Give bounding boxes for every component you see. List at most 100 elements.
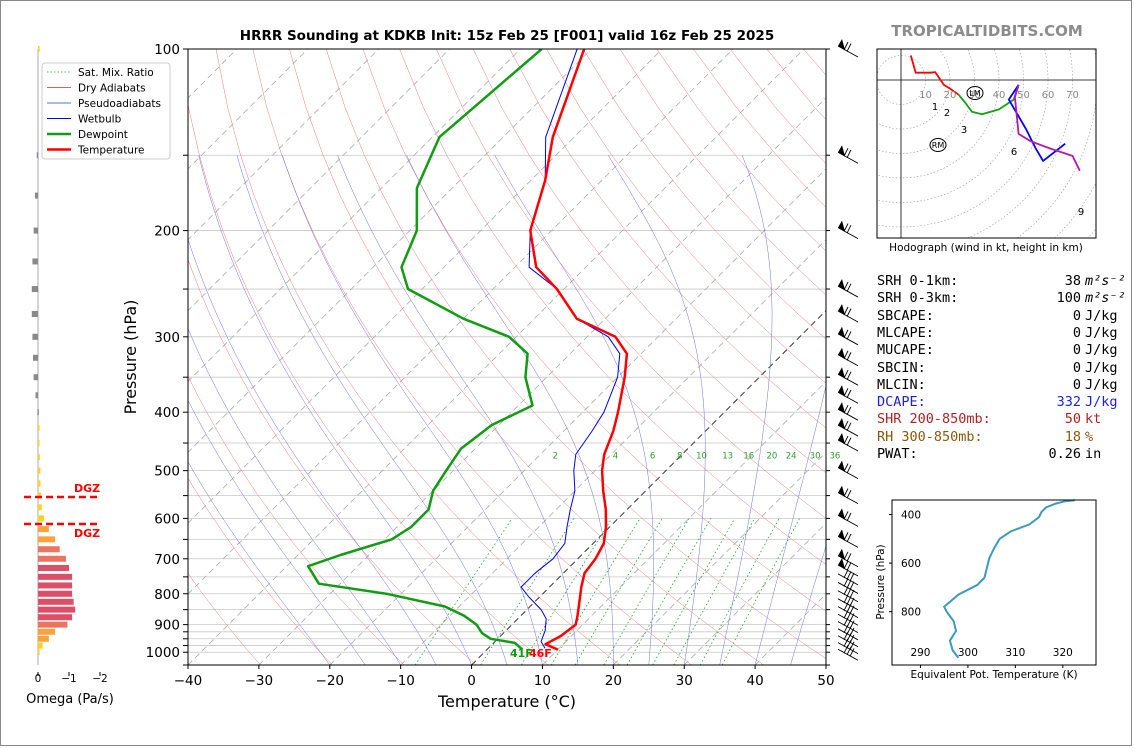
dry-adiabat xyxy=(215,49,621,665)
omega-bar xyxy=(38,480,41,487)
dry-adiabat xyxy=(289,49,764,665)
hodograph-ring-label: 40 xyxy=(993,90,1006,101)
omega-bar xyxy=(38,526,49,533)
pseudoadiabat xyxy=(494,155,654,665)
wind-barb xyxy=(837,569,859,586)
mixing-ratio-line xyxy=(626,518,712,665)
omega-bar xyxy=(32,258,38,265)
pseudoadiabat xyxy=(754,384,826,665)
hodograph-ring-label: 50 xyxy=(1017,90,1030,101)
hodograph-height-label: 2 xyxy=(944,108,950,119)
isotherm xyxy=(542,380,826,665)
stat-row: PWAT: 0.26 in xyxy=(877,446,1101,462)
stat-unit: % xyxy=(1085,428,1094,445)
isotherm xyxy=(471,309,826,665)
omega-bar xyxy=(32,333,38,340)
omega-tick-1: −1 xyxy=(61,673,76,685)
mixing-ratio-label: 6 xyxy=(650,451,655,461)
stat-unit: J/kg xyxy=(1085,376,1118,393)
stat-row: SRH 0-3km: 100 m²s⁻² xyxy=(877,290,1126,306)
hodograph-ring-label: 10 xyxy=(919,90,932,101)
isotherm xyxy=(188,49,309,170)
y-tick-label: 300 xyxy=(154,330,180,346)
theta-e-x-tick-label: 300 xyxy=(958,647,978,659)
y-axis-label: Pressure (hPa) xyxy=(121,300,140,415)
stat-value: 50 xyxy=(1064,411,1081,428)
wind-barb xyxy=(837,418,859,437)
mixing-ratio-label: 4 xyxy=(613,451,618,461)
y-tick-label: 800 xyxy=(154,587,180,603)
x-tick-label: 40 xyxy=(747,673,764,689)
omega-bar xyxy=(38,504,42,511)
stat-value: 332 xyxy=(1056,394,1081,411)
wind-barb xyxy=(837,304,859,323)
stat-label: MLCIN: xyxy=(877,376,926,393)
omega-bar xyxy=(31,311,38,318)
mixing-ratio-line xyxy=(699,518,780,665)
hodograph-marker-label: LM xyxy=(969,89,980,98)
omega-bar xyxy=(38,628,56,635)
wind-barb xyxy=(837,220,859,239)
y-tick-label: 1000 xyxy=(146,645,180,661)
stat-unit: J/kg xyxy=(1085,359,1118,376)
wind-barb xyxy=(837,145,859,164)
omega-bar xyxy=(33,354,38,361)
theta-e-panel: 290 300 310 320 400 600 800 Equivalent Pot. Te… xyxy=(875,499,1097,681)
omega-bar xyxy=(38,582,73,589)
hodograph-height-label: 9 xyxy=(1078,207,1084,218)
dry-adiabat xyxy=(325,49,826,659)
omega-bar xyxy=(33,227,38,234)
omega-bar xyxy=(38,606,76,613)
theta-e-line xyxy=(942,499,1075,659)
hodograph-trace xyxy=(909,55,960,96)
surface-dewpoint-label: 41F xyxy=(510,647,533,660)
wind-barb xyxy=(837,433,859,452)
theta-e-x-tick-label: 310 xyxy=(1005,647,1025,659)
stat-unit: J/kg xyxy=(1085,307,1118,324)
omega-bar xyxy=(38,46,40,52)
wind-barbs xyxy=(837,39,859,661)
hodograph-ring-label: 30 xyxy=(968,90,981,101)
stat-label: SRH 0-1km: xyxy=(877,273,959,289)
omega-panel: DGZ DGZ 0 −1 −2 Omega (Pa/s) xyxy=(24,46,114,707)
stat-label: RH 300-850mb: xyxy=(877,428,983,445)
omega-bar xyxy=(38,546,60,553)
omega-bar xyxy=(38,573,73,580)
wind-barb xyxy=(837,586,859,603)
omega-bar xyxy=(38,614,73,621)
stat-unit: J/kg xyxy=(1085,394,1118,411)
legend-label: Dewpoint xyxy=(78,129,128,141)
stat-label: MLCAPE: xyxy=(877,324,934,341)
omega-bar xyxy=(38,467,41,474)
stat-label: SBCIN: xyxy=(877,359,926,376)
mixing-ratio-line xyxy=(673,518,755,665)
stat-value: 0 xyxy=(1072,376,1081,393)
x-tick-label: −40 xyxy=(174,673,203,689)
mixing-ratio-line xyxy=(603,518,690,665)
omega-tick-0: 0 xyxy=(35,673,42,685)
stat-row: DCAPE: 332 J/kg xyxy=(877,394,1118,410)
hodograph-marker-rm xyxy=(929,138,947,152)
omega-bar xyxy=(38,590,73,597)
isotherm xyxy=(613,451,826,665)
stat-value: 0 xyxy=(1072,359,1081,376)
dry-adiabat xyxy=(436,49,826,519)
x-tick-label: 30 xyxy=(676,673,693,689)
omega-bar xyxy=(33,374,38,381)
dry-adiabat xyxy=(362,49,826,612)
wind-barb xyxy=(837,460,859,480)
stat-value: 0 xyxy=(1072,342,1081,359)
hodograph-trace xyxy=(1007,84,1066,162)
dry-adiabat xyxy=(509,49,826,429)
isotherm xyxy=(188,49,592,453)
stat-value: 18 xyxy=(1064,428,1081,445)
pseudoadiabat xyxy=(790,545,826,665)
stat-value: 100 xyxy=(1056,290,1081,307)
dry-adiabat xyxy=(188,258,477,665)
stat-label: DCAPE: xyxy=(877,394,926,411)
pseudoadiabat xyxy=(607,155,706,665)
isotherm xyxy=(188,49,450,312)
theta-e-y-tick-label: 400 xyxy=(901,510,921,522)
stat-label: SRH 0-3km: xyxy=(877,290,959,307)
